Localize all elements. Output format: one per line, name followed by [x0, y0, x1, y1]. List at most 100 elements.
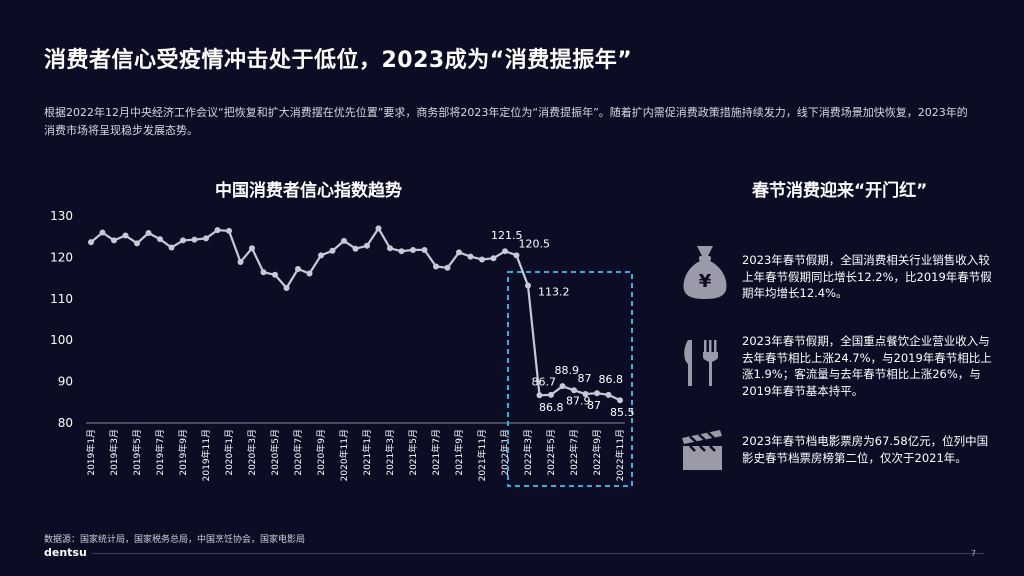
data-point — [525, 282, 531, 289]
data-point — [559, 383, 566, 390]
data-point — [157, 236, 163, 243]
y-tick-label: 90 — [58, 375, 73, 389]
data-point — [456, 249, 462, 256]
x-tick-label: 2020年3月 — [246, 429, 258, 476]
data-point — [318, 252, 324, 259]
data-point — [617, 397, 623, 404]
x-tick-label: 2021年11月 — [476, 429, 488, 481]
y-tick-label: 130 — [50, 209, 73, 223]
page-number: 7 — [970, 549, 976, 558]
x-tick-label: 2022年11月 — [614, 429, 626, 481]
data-point — [410, 246, 416, 253]
data-label: 113.2 — [538, 286, 570, 299]
data-point — [433, 263, 439, 270]
data-point — [375, 225, 382, 232]
data-point — [421, 246, 428, 253]
data-point — [191, 236, 198, 243]
x-tick-label: 2019年7月 — [154, 429, 166, 476]
data-point — [536, 392, 543, 399]
data-label: 87 — [578, 372, 592, 385]
y-tick-label: 80 — [58, 416, 73, 430]
data-point — [99, 229, 106, 236]
x-tick-label: 2022年3月 — [522, 429, 534, 476]
data-point — [444, 264, 451, 271]
data-point — [548, 391, 554, 398]
data-point — [398, 248, 405, 255]
data-point — [605, 391, 612, 398]
x-tick-label: 2020年7月 — [292, 429, 304, 476]
data-point — [249, 245, 255, 252]
x-tick-label: 2021年9月 — [453, 429, 465, 476]
x-tick-label: 2021年5月 — [407, 429, 419, 476]
x-tick-label: 2019年11月 — [200, 429, 212, 481]
data-point — [295, 265, 301, 272]
side-title: 春节消费迎来“开门红” — [752, 181, 928, 201]
x-tick-label: 2021年1月 — [361, 429, 373, 476]
x-tick-label: 2020年11月 — [338, 429, 350, 481]
data-label: 88.9 — [555, 364, 580, 377]
data-point — [180, 237, 186, 244]
money-bag-icon: ¥ — [683, 246, 727, 299]
x-tick-label: 2021年3月 — [384, 429, 396, 476]
data-point — [88, 239, 94, 246]
brand-logo: dentsu — [44, 546, 87, 559]
fact-catering-revenue: 2023年春节假期，全国重点餐饮企业营业收入与去年春节相比上涨24.7%，与20… — [742, 334, 992, 398]
data-label: 86.7 — [532, 375, 557, 388]
x-tick-label: 2020年9月 — [315, 429, 327, 476]
data-label: 86.8 — [599, 373, 624, 386]
data-point — [490, 255, 497, 262]
data-point — [283, 285, 290, 292]
data-label: 86.8 — [539, 401, 564, 414]
data-point — [134, 240, 140, 247]
data-point — [272, 271, 278, 278]
x-tick-label: 2020年5月 — [269, 429, 281, 476]
data-point — [122, 232, 129, 239]
x-tick-label: 2019年3月 — [108, 429, 120, 476]
x-tick-label: 2019年9月 — [177, 429, 189, 476]
y-tick-label: 100 — [50, 333, 73, 347]
svg-text:¥: ¥ — [699, 271, 712, 292]
data-point — [571, 387, 577, 394]
y-tick-label: 110 — [50, 292, 73, 306]
data-label: 85.5 — [610, 406, 635, 419]
data-point — [352, 245, 359, 252]
data-point — [237, 258, 244, 265]
data-point — [329, 247, 336, 254]
fact-consumption-revenue: 2023年春节假期，全国消费相关行业销售收入较上年春节假期同比增长12.2%，比… — [742, 253, 992, 300]
data-label: 121.5 — [491, 229, 523, 242]
chart-title: 中国消费者信心指数趋势 — [215, 181, 402, 201]
footer-divider — [92, 553, 984, 554]
data-label: 87.9 — [566, 394, 591, 407]
data-point — [226, 227, 232, 234]
x-tick-label: 2022年1月 — [499, 429, 511, 476]
x-tick-label: 2022年5月 — [545, 429, 557, 476]
consumer-confidence-line-chart: 80 90 100 110 120 130 2019年1月 2019年3月 2019年5月 201… — [50, 209, 635, 487]
x-tick-label: 2022年9月 — [591, 429, 603, 476]
page-subtitle: 根据2022年12月中央经济工作会议“把恢复和扩大消费摆在优先位置”要求，商务部… — [44, 106, 968, 137]
data-point — [594, 390, 600, 397]
data-point — [364, 242, 370, 249]
data-point — [513, 252, 520, 259]
data-point — [168, 244, 175, 251]
data-point — [145, 229, 152, 236]
data-point — [306, 270, 313, 277]
data-point — [203, 235, 209, 242]
data-point — [111, 237, 117, 244]
x-tick-label: 2022年7月 — [568, 429, 580, 476]
fact-box-office: 2023年春节档电影票房为67.58亿元，位列中国影史春节档票房榜第二位，仅次于… — [742, 434, 989, 465]
clapperboard-icon — [682, 430, 722, 470]
fork-knife-icon — [684, 340, 718, 386]
page-title: 消费者信心受疫情冲击处于低位，2023成为“消费提振年” — [44, 48, 633, 73]
data-point — [582, 391, 589, 398]
data-label: 87 — [587, 399, 601, 412]
data-source: 数据源：国家统计局，国家税务总局，中国烹饪协会，国家电影局 — [44, 535, 306, 545]
y-tick-label: 120 — [50, 250, 73, 264]
highlight-box — [507, 271, 633, 487]
data-point — [387, 245, 393, 252]
x-tick-label: 2021年7月 — [430, 429, 442, 476]
x-tick-label: 2020年1月 — [223, 429, 235, 476]
data-point — [214, 227, 221, 234]
data-point — [502, 248, 508, 255]
data-point — [341, 237, 347, 244]
data-point — [467, 253, 474, 260]
